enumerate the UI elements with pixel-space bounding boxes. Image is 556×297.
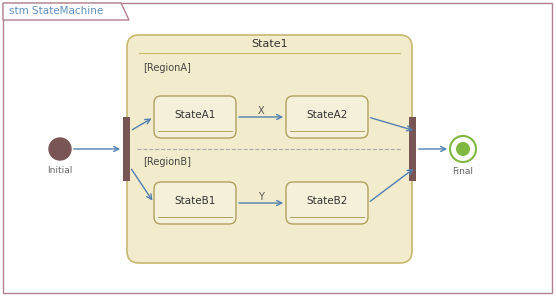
FancyBboxPatch shape: [154, 96, 236, 138]
FancyBboxPatch shape: [286, 96, 368, 138]
Text: StateA1: StateA1: [175, 110, 216, 120]
FancyBboxPatch shape: [154, 182, 236, 224]
Text: [RegionA]: [RegionA]: [143, 63, 191, 73]
Circle shape: [49, 138, 71, 160]
Text: StateA2: StateA2: [306, 110, 348, 120]
Text: StateB2: StateB2: [306, 196, 348, 206]
Text: stm StateMachine: stm StateMachine: [9, 7, 103, 17]
Polygon shape: [3, 3, 129, 20]
FancyBboxPatch shape: [127, 35, 412, 263]
Text: Y: Y: [258, 192, 264, 202]
Text: StateB1: StateB1: [175, 196, 216, 206]
Circle shape: [456, 142, 470, 156]
Text: [RegionB]: [RegionB]: [143, 157, 191, 167]
Bar: [409, 117, 416, 181]
Text: Initial: Initial: [47, 166, 73, 175]
Text: X: X: [257, 106, 264, 116]
Text: Final: Final: [453, 167, 474, 176]
Text: State1: State1: [251, 39, 288, 49]
FancyBboxPatch shape: [286, 182, 368, 224]
Circle shape: [450, 136, 476, 162]
Bar: [123, 117, 130, 181]
FancyBboxPatch shape: [3, 3, 552, 293]
